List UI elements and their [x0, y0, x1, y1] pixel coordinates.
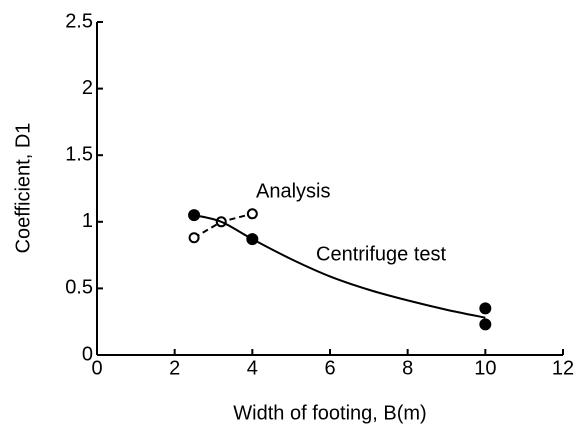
data-point: [188, 232, 200, 244]
y-tick-label: 1: [82, 210, 93, 232]
x-tick-label: 12: [552, 357, 574, 379]
x-tick-label: 10: [474, 357, 496, 379]
data-point: [479, 318, 492, 331]
x-tick-label: 2: [169, 357, 180, 379]
y-tick-label: 0: [82, 343, 93, 365]
y-tick-label: 0.5: [65, 277, 93, 299]
annotation: Centrifuge test: [316, 243, 447, 265]
data-point: [246, 233, 259, 246]
x-tick-label: 6: [324, 357, 335, 379]
fit-curve: [193, 214, 486, 319]
x-tick-label: 8: [402, 357, 413, 379]
data-point: [246, 208, 258, 220]
y-axis-label: Coefficient, D1: [12, 123, 34, 254]
x-tick-label: 0: [91, 357, 102, 379]
x-tick-label: 4: [247, 357, 258, 379]
data-point: [479, 302, 492, 315]
data-point: [188, 209, 201, 222]
y-tick-label: 2: [82, 77, 93, 99]
y-tick-label: 2.5: [65, 10, 93, 32]
x-axis-label: Width of footing, B(m): [233, 402, 426, 424]
annotation: Analysis: [256, 180, 330, 202]
y-tick-label: 1.5: [65, 143, 93, 165]
